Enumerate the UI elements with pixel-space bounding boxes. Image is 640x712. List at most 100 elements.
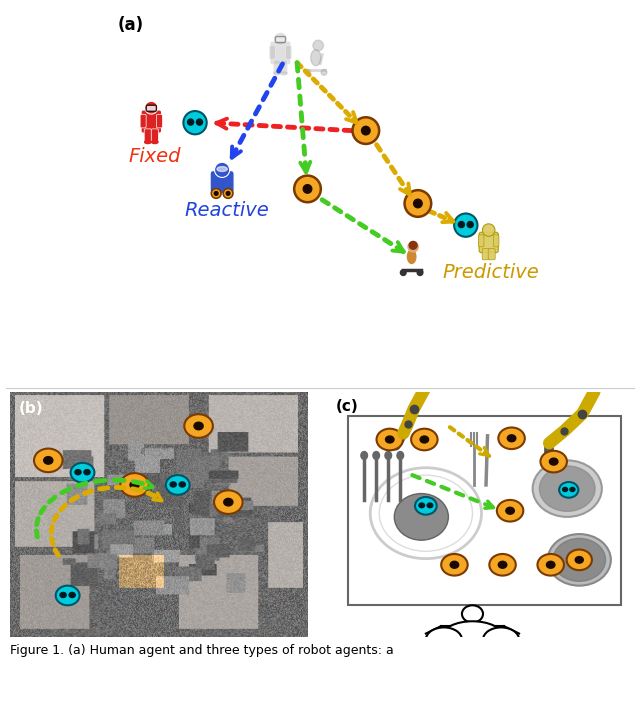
Text: (a): (a): [118, 16, 144, 34]
Ellipse shape: [394, 493, 449, 540]
Ellipse shape: [152, 141, 158, 144]
Text: Figure 1. (a) Human agent and three types of robot agents: a: Figure 1. (a) Human agent and three type…: [10, 644, 394, 656]
Ellipse shape: [274, 72, 280, 75]
FancyBboxPatch shape: [156, 115, 163, 128]
Circle shape: [194, 422, 203, 430]
Circle shape: [450, 561, 459, 568]
Circle shape: [145, 101, 157, 114]
Ellipse shape: [442, 622, 502, 651]
Circle shape: [184, 111, 207, 135]
Ellipse shape: [361, 451, 367, 459]
Circle shape: [214, 192, 218, 195]
Circle shape: [56, 586, 79, 605]
Circle shape: [75, 470, 81, 475]
FancyBboxPatch shape: [479, 232, 499, 253]
FancyBboxPatch shape: [493, 235, 499, 247]
Circle shape: [548, 534, 611, 586]
Circle shape: [490, 554, 516, 575]
Text: (c): (c): [335, 399, 358, 414]
FancyBboxPatch shape: [210, 171, 234, 194]
FancyBboxPatch shape: [270, 41, 291, 64]
Ellipse shape: [217, 167, 227, 172]
Circle shape: [274, 33, 287, 46]
Circle shape: [370, 468, 481, 559]
Circle shape: [404, 190, 431, 217]
Circle shape: [223, 189, 233, 198]
Circle shape: [313, 40, 323, 51]
Circle shape: [188, 119, 194, 125]
Circle shape: [303, 184, 312, 193]
FancyBboxPatch shape: [140, 115, 146, 128]
Circle shape: [380, 475, 472, 551]
Ellipse shape: [397, 451, 404, 459]
Ellipse shape: [408, 250, 416, 263]
Circle shape: [508, 435, 516, 441]
Circle shape: [538, 554, 564, 575]
Circle shape: [415, 497, 436, 515]
Circle shape: [499, 561, 507, 568]
Circle shape: [34, 449, 63, 472]
Circle shape: [69, 592, 76, 597]
Text: Predictive: Predictive: [443, 263, 540, 283]
Circle shape: [305, 69, 310, 75]
Circle shape: [570, 488, 575, 491]
FancyBboxPatch shape: [141, 110, 161, 133]
Text: Fixed: Fixed: [129, 147, 181, 166]
Circle shape: [226, 192, 230, 195]
FancyBboxPatch shape: [144, 129, 152, 142]
Circle shape: [540, 451, 567, 473]
Circle shape: [441, 554, 468, 575]
Circle shape: [294, 176, 321, 202]
Circle shape: [559, 482, 579, 498]
Ellipse shape: [426, 627, 462, 652]
Circle shape: [184, 414, 213, 438]
Circle shape: [411, 429, 438, 450]
Circle shape: [166, 475, 189, 495]
FancyBboxPatch shape: [348, 416, 621, 605]
Text: (b): (b): [19, 402, 43, 417]
Circle shape: [179, 482, 186, 487]
Circle shape: [506, 507, 515, 514]
FancyBboxPatch shape: [273, 61, 280, 74]
Circle shape: [563, 488, 568, 491]
Circle shape: [385, 436, 394, 443]
Ellipse shape: [311, 50, 321, 66]
Circle shape: [419, 503, 424, 508]
Circle shape: [575, 557, 583, 563]
FancyBboxPatch shape: [285, 46, 292, 59]
Circle shape: [120, 473, 149, 497]
Ellipse shape: [373, 451, 380, 459]
FancyBboxPatch shape: [269, 46, 275, 59]
Text: Reactive: Reactive: [184, 201, 269, 220]
Circle shape: [130, 481, 139, 488]
Circle shape: [497, 500, 524, 522]
Ellipse shape: [540, 466, 595, 511]
Circle shape: [550, 458, 558, 465]
FancyBboxPatch shape: [482, 248, 489, 260]
Circle shape: [170, 482, 176, 487]
Circle shape: [532, 461, 602, 517]
Circle shape: [362, 126, 370, 135]
Circle shape: [420, 436, 429, 443]
Ellipse shape: [483, 627, 519, 652]
FancyBboxPatch shape: [280, 61, 287, 74]
FancyBboxPatch shape: [151, 129, 158, 142]
Circle shape: [84, 470, 90, 475]
Circle shape: [321, 69, 327, 75]
FancyBboxPatch shape: [479, 235, 484, 247]
Circle shape: [408, 242, 418, 252]
Circle shape: [483, 224, 495, 236]
Circle shape: [196, 119, 202, 125]
Circle shape: [401, 270, 406, 276]
Circle shape: [467, 221, 473, 228]
Ellipse shape: [145, 141, 151, 144]
Circle shape: [214, 162, 230, 177]
Circle shape: [427, 503, 433, 508]
Circle shape: [70, 463, 95, 483]
Circle shape: [417, 270, 423, 276]
FancyBboxPatch shape: [147, 105, 156, 111]
Ellipse shape: [385, 451, 392, 459]
Circle shape: [376, 429, 403, 450]
Circle shape: [409, 241, 417, 249]
Circle shape: [211, 189, 221, 198]
